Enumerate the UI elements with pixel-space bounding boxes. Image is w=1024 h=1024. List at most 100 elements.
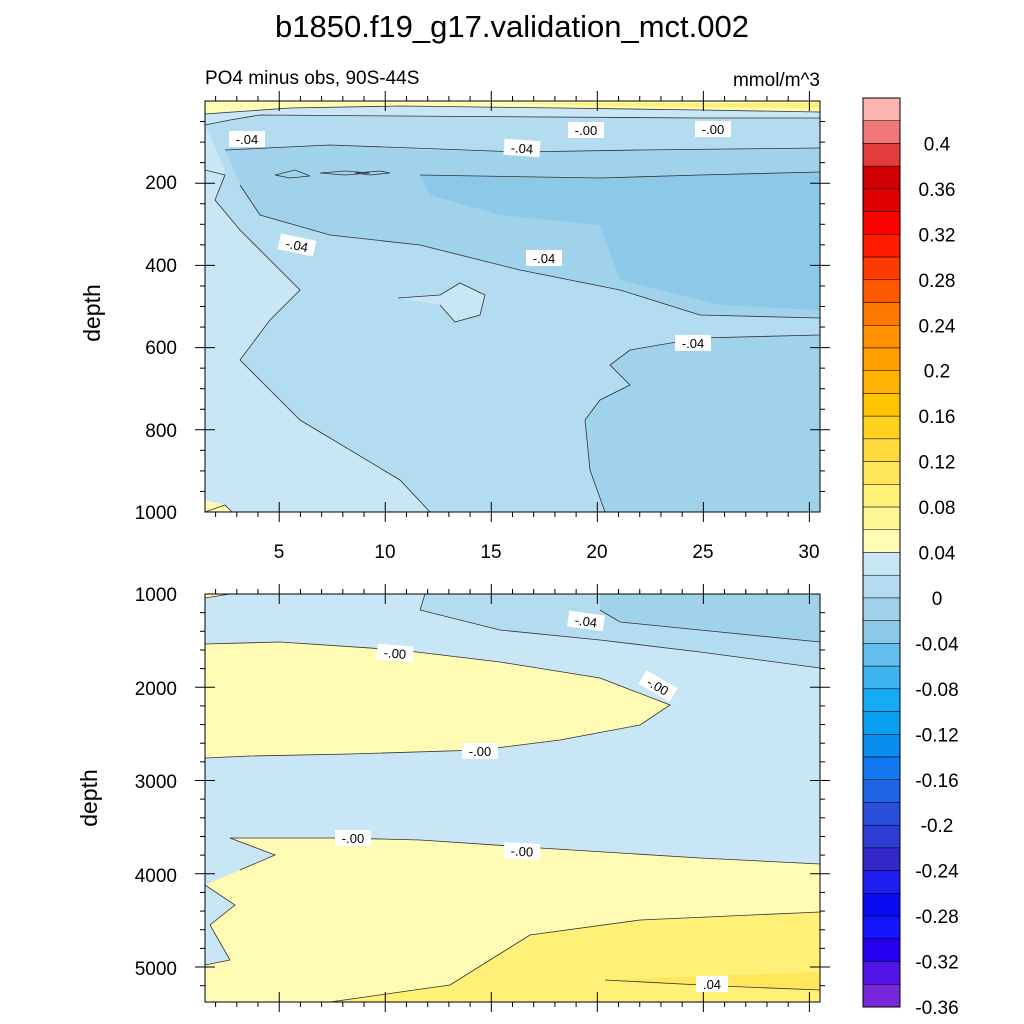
- subtitle-units: mmol/m^3: [733, 70, 820, 91]
- contour-label: -.00: [383, 645, 407, 662]
- lower-contour-line: [329, 911, 820, 1002]
- y-tick-label: 200: [145, 173, 177, 194]
- colorbar-swatch: [862, 643, 901, 667]
- upper-contour-line: [205, 504, 233, 512]
- contour-label-box: [462, 743, 498, 759]
- colorbar-swatch: [862, 370, 901, 394]
- colorbar-label: -0.2: [921, 816, 954, 837]
- colorbar-swatch: [862, 302, 901, 326]
- subtitle-left: PO4 minus obs, 90S-44S: [205, 68, 419, 89]
- colorbar-swatch: [862, 802, 901, 826]
- colorbar-label: 0.04: [919, 544, 956, 565]
- colorbar-swatch: [862, 347, 901, 371]
- upper-panel: -.04 -.00 -.04 -.00 -.04 -.04 -.04 200 4…: [79, 91, 830, 563]
- colorbar-frame: [862, 97, 901, 1008]
- lower-contour-line: [205, 884, 236, 966]
- colorbar-swatch: [862, 756, 901, 781]
- colorbar-labels: 0.4 0.36 0.32 0.28 0.24 0.2 0.16 0.12 0.08 0.04 0 -…: [915, 134, 959, 1019]
- upper-contour-line: [239, 184, 820, 319]
- colorbar-swatch: [862, 711, 901, 735]
- contour-label-box: [675, 335, 711, 351]
- lower-fill-dark-corner: [600, 594, 820, 642]
- contour-label: -.00: [342, 831, 364, 846]
- colorbar-swatch: [862, 824, 901, 849]
- colorbar-swatch: [862, 415, 901, 440]
- colorbar-swatch: [862, 461, 901, 485]
- colorbar-swatch: [862, 120, 901, 144]
- contour-label-box: [335, 830, 371, 846]
- colorbar-swatch: [862, 256, 901, 281]
- colorbar-swatch: [862, 325, 901, 349]
- colorbar-swatch: [862, 438, 901, 462]
- lower-panel: -.04 -.00 -.00 -.00 -.00 -.00 .04 1000 2…: [76, 584, 830, 1012]
- colorbar-swatch: [862, 915, 901, 940]
- contour-label: .04: [703, 977, 721, 992]
- colorbar-swatch: [862, 165, 901, 190]
- colorbar-label: 0.36: [919, 180, 956, 201]
- colorbar-swatch: [862, 984, 901, 1008]
- colorbar-label: -0.24: [915, 862, 959, 883]
- chart-title: b1850.f19_g17.validation_mct.002: [275, 9, 749, 44]
- y-tick-label: 3000: [135, 772, 177, 793]
- y-tick-label: 4000: [135, 866, 177, 887]
- contour-label: -.04: [510, 140, 533, 157]
- contour-label-box: [526, 250, 562, 266]
- colorbar-label: 0.08: [919, 498, 956, 519]
- contour-label-box: [277, 233, 317, 257]
- y-axis-label: depth: [76, 769, 102, 827]
- colorbar-swatch: [862, 688, 901, 712]
- colorbar-label: -0.04: [915, 634, 959, 655]
- contour-label: -.04: [574, 613, 598, 631]
- colorbar-swatch: [862, 870, 901, 894]
- colorbar-swatch: [862, 188, 901, 212]
- lower-contour-line: [205, 594, 231, 599]
- y-tick-label: 2000: [135, 679, 177, 700]
- colorbar-label: -0.16: [915, 771, 958, 792]
- colorbar-label: 0: [932, 589, 943, 610]
- contour-label: -.00: [469, 744, 491, 759]
- upper-contour-line: [354, 170, 391, 176]
- colorbar-swatch: [862, 97, 901, 121]
- colorbar-label: -0.36: [915, 998, 958, 1019]
- upper-contour-line: [397, 282, 486, 323]
- x-tick-label: 15: [480, 542, 501, 563]
- colorbar-swatch: [862, 393, 901, 417]
- x-tick-label: 5: [274, 542, 285, 563]
- upper-fill-dark-band: [420, 172, 820, 310]
- contour-label-box: [695, 121, 731, 137]
- contour-label-box: [503, 138, 541, 158]
- colorbar-swatch: [862, 938, 901, 962]
- x-tick-label: 30: [798, 542, 819, 563]
- contour-label-box: [229, 131, 265, 147]
- colorbar-label: 0.12: [919, 453, 956, 474]
- contour-label-box: [376, 643, 414, 663]
- colorbar-label: -0.08: [915, 680, 958, 701]
- upper-fill-blob: [398, 283, 485, 322]
- y-tick-label: 800: [145, 421, 177, 442]
- lower-ticks: [195, 584, 830, 1012]
- upper-fill-corner-yellow: [205, 500, 232, 512]
- upper-fill-light-left: [205, 125, 430, 512]
- colorbar-swatch: [862, 143, 901, 167]
- colorbar-swatch: [862, 597, 901, 621]
- colorbar-swatch: [862, 552, 901, 576]
- colorbar: [862, 97, 901, 1008]
- y-tick-label: 600: [145, 338, 177, 359]
- colorbar-swatch: [862, 211, 901, 235]
- contour-label-box: [568, 122, 604, 138]
- upper-contour-line: [205, 169, 431, 512]
- colorbar-swatch: [862, 779, 901, 803]
- colorbar-label: 0.28: [919, 271, 956, 292]
- contour-label-box: [696, 976, 728, 992]
- upper-contour-line: [419, 171, 820, 179]
- upper-contour-line: [274, 169, 311, 179]
- colorbar-label: 0.24: [919, 316, 956, 337]
- contour-label-box: [503, 842, 541, 860]
- y-axis-label: depth: [79, 284, 105, 342]
- x-tick-label: 10: [374, 542, 395, 563]
- upper-contour-line: [205, 114, 820, 126]
- x-tick-label: 25: [692, 542, 713, 563]
- upper-fill-surface-yellow-dark: [520, 103, 820, 108]
- colorbar-swatch: [862, 484, 901, 508]
- colorbar-label: 0.2: [924, 362, 950, 383]
